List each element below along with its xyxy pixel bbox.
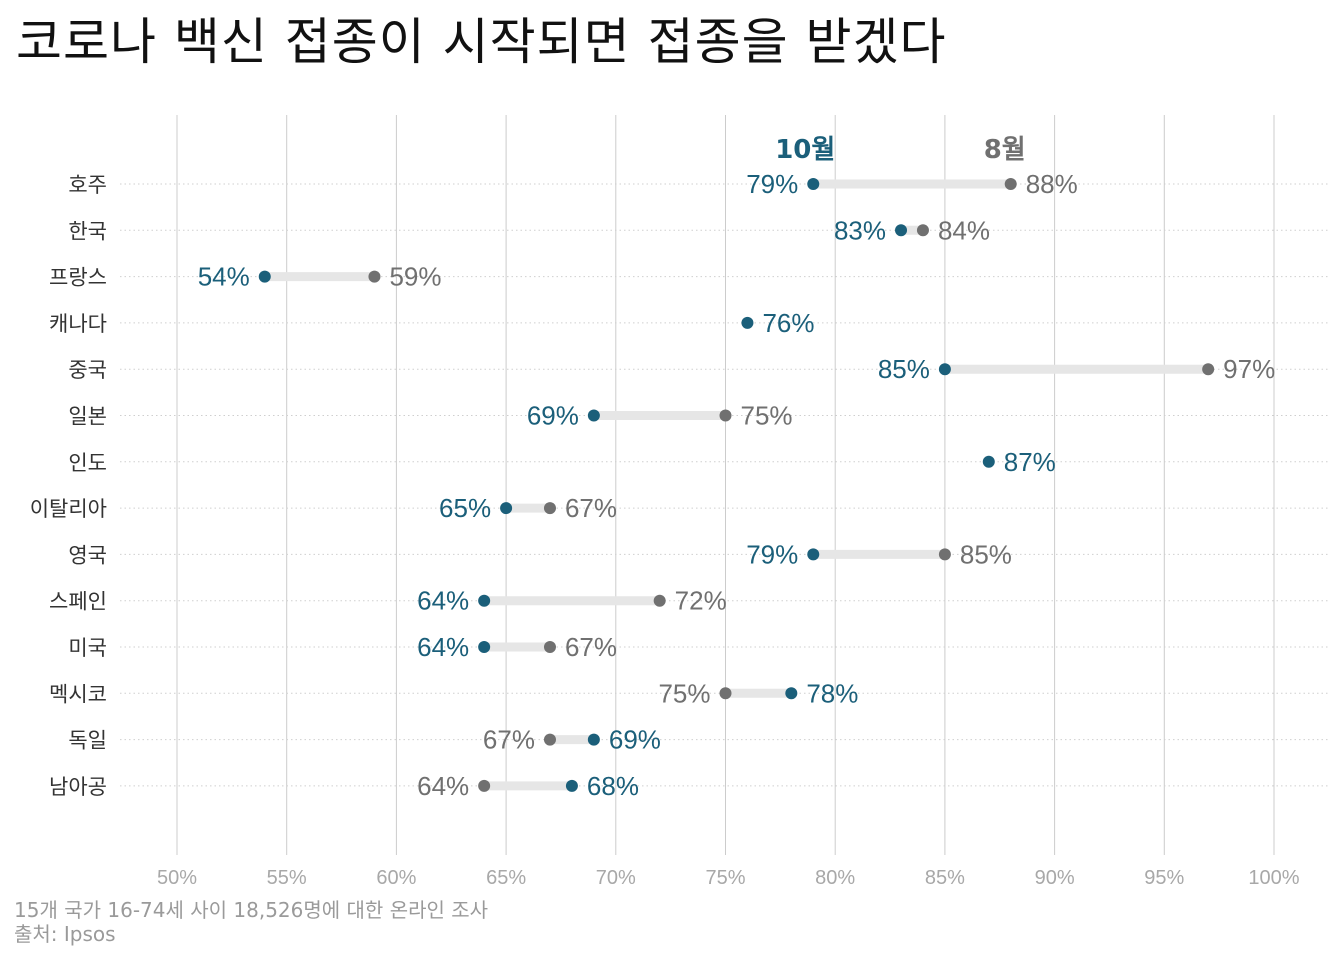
- value-label-october: 79%: [746, 539, 798, 569]
- category-label: 프랑스: [49, 266, 107, 290]
- value-label-august: 72%: [675, 586, 727, 616]
- value-label-october: 54%: [198, 262, 250, 292]
- x-tick-label: 90%: [1035, 867, 1075, 889]
- value-label-october: 68%: [587, 771, 639, 801]
- point-august: [543, 641, 556, 653]
- value-label-august: 67%: [565, 493, 617, 523]
- value-label-august: 67%: [565, 632, 617, 662]
- point-october: [258, 270, 271, 283]
- points: [258, 178, 1215, 792]
- value-label-august: 75%: [658, 678, 710, 708]
- legend-october: 10월: [775, 135, 835, 165]
- category-label: 미국: [68, 636, 107, 660]
- point-october: [982, 455, 995, 468]
- x-tick-label: 60%: [376, 867, 416, 889]
- point-august: [368, 270, 381, 283]
- point-october: [895, 224, 908, 237]
- category-label: 영국: [68, 543, 107, 567]
- point-august: [938, 548, 951, 561]
- value-label-august: 97%: [1223, 354, 1275, 384]
- point-august: [478, 779, 491, 792]
- point-august: [916, 224, 929, 237]
- category-label: 독일: [68, 729, 107, 753]
- labels: 50% 55% 60% 65% 70% 75% 80% 85% 90% 95% 100% 호주 88% 7…: [30, 135, 1300, 889]
- value-label-august: 84%: [938, 215, 990, 245]
- value-label-october: 64%: [417, 586, 469, 616]
- caption: 15개 국가 16-74세 사이 18,526명에 대한 온라인 조사 출처: …: [14, 898, 488, 946]
- value-label-october: 85%: [878, 354, 930, 384]
- value-label-october: 64%: [417, 632, 469, 662]
- value-label-october: 65%: [439, 493, 491, 523]
- category-label: 중국: [68, 358, 107, 382]
- point-august: [719, 409, 732, 422]
- gridlines: [176, 115, 1275, 855]
- x-tick-label: 55%: [267, 867, 307, 889]
- point-august: [1202, 363, 1215, 376]
- category-label: 일본: [68, 405, 107, 429]
- point-august: [543, 733, 556, 746]
- point-october: [807, 178, 820, 190]
- survey-note: 15개 국가 16-74세 사이 18,526명에 대한 온라인 조사: [14, 898, 489, 922]
- point-august: [543, 502, 556, 515]
- point-october: [587, 733, 600, 746]
- value-label-october: 69%: [609, 725, 661, 755]
- point-october: [500, 502, 513, 515]
- point-october: [478, 594, 491, 607]
- x-tick-label: 85%: [925, 867, 965, 889]
- x-tick-label: 100%: [1248, 867, 1299, 889]
- point-october: [587, 409, 600, 422]
- point-october: [741, 316, 754, 329]
- value-label-august: 88%: [1026, 169, 1078, 199]
- value-label-august: 59%: [389, 262, 441, 292]
- category-label: 한국: [68, 219, 107, 243]
- point-august: [653, 594, 666, 607]
- point-august: [1004, 178, 1017, 190]
- x-tick-label: 75%: [705, 867, 745, 889]
- chart-title: 코로나 백신 접종이 시작되면 접종을 받겠다: [16, 13, 947, 71]
- source-note: 출처: Ipsos: [14, 922, 116, 946]
- value-label-august: 67%: [483, 725, 535, 755]
- category-label: 호주: [68, 173, 107, 197]
- point-august: [719, 687, 732, 700]
- category-label: 남아공: [49, 775, 107, 799]
- value-label-october: 79%: [746, 169, 798, 199]
- x-tick-label: 70%: [596, 867, 636, 889]
- x-tick-label: 65%: [486, 867, 526, 889]
- point-october: [785, 687, 798, 700]
- x-tick-label: 95%: [1144, 867, 1184, 889]
- category-label: 인도: [68, 451, 107, 475]
- value-label-october: 76%: [762, 308, 814, 338]
- value-label-october: 69%: [527, 401, 579, 431]
- value-label-october: 83%: [834, 215, 886, 245]
- point-october: [807, 548, 820, 561]
- point-october: [938, 363, 951, 376]
- value-label-october: 78%: [806, 678, 858, 708]
- x-tick-label: 80%: [815, 867, 855, 889]
- legend-august: 8월: [984, 135, 1026, 165]
- category-label: 이탈리아: [30, 497, 107, 521]
- point-october: [478, 641, 491, 653]
- category-label: 캐나다: [49, 312, 107, 336]
- connectors: [264, 179, 1209, 791]
- value-label-august: 75%: [741, 401, 793, 431]
- category-label: 스페인: [49, 590, 107, 614]
- point-october: [565, 779, 578, 792]
- value-label-august: 64%: [417, 771, 469, 801]
- value-label-october: 87%: [1004, 447, 1056, 477]
- x-tick-label: 50%: [157, 867, 197, 889]
- value-label-august: 85%: [960, 539, 1012, 569]
- category-label: 멕시코: [49, 682, 107, 706]
